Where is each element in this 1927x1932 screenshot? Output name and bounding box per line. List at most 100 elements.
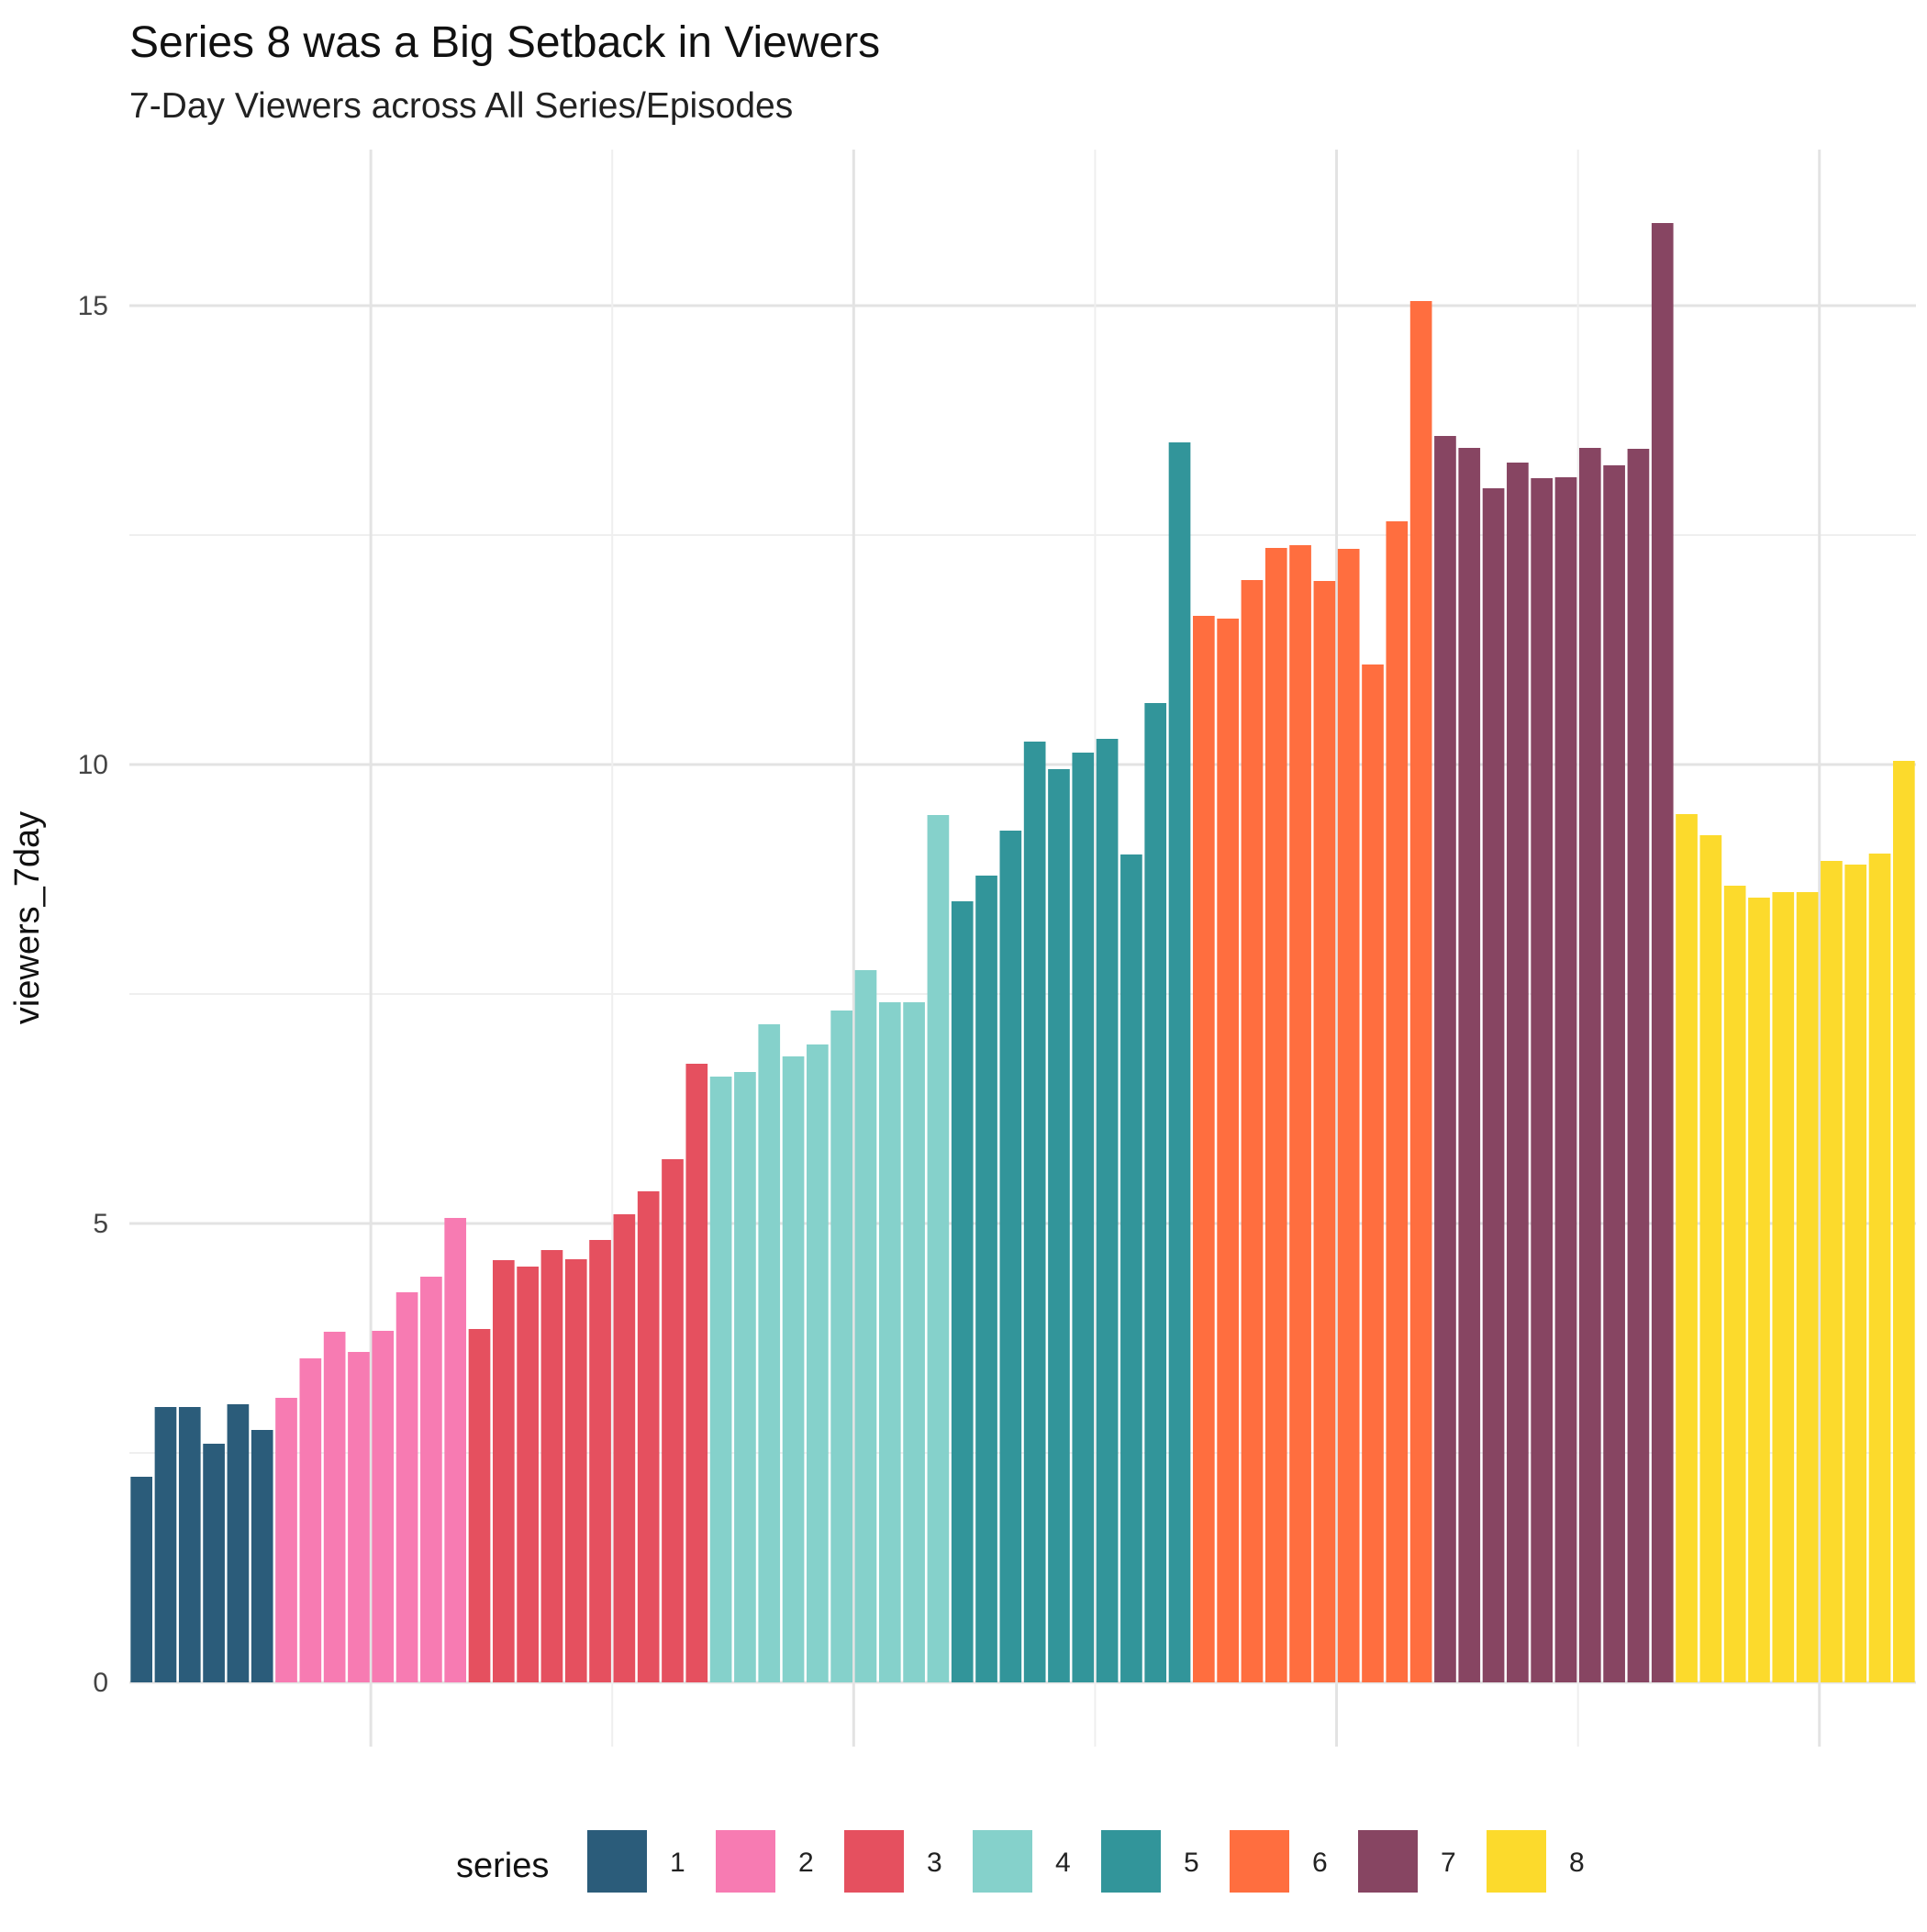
- y-tick-label: 10: [78, 750, 108, 780]
- bar: [1844, 865, 1867, 1682]
- legend-key: [1230, 1830, 1289, 1893]
- bar: [395, 1292, 418, 1682]
- bar: [709, 1077, 732, 1682]
- bar: [468, 1329, 491, 1682]
- legend-label: 1: [670, 1848, 685, 1878]
- bar: [927, 815, 950, 1682]
- bar: [830, 1011, 853, 1682]
- bar: [1072, 753, 1095, 1682]
- bar: [1337, 549, 1360, 1682]
- bar: [1893, 761, 1915, 1682]
- bar: [203, 1444, 225, 1682]
- bar: [1241, 580, 1264, 1682]
- bar: [1048, 769, 1070, 1682]
- bar: [1264, 548, 1287, 1682]
- bar: [854, 970, 877, 1682]
- bar: [613, 1214, 636, 1682]
- bar: [1627, 449, 1650, 1682]
- bar: [903, 1002, 925, 1682]
- bar: [758, 1024, 781, 1682]
- bar: [1578, 448, 1601, 1682]
- chart-title: Series 8 was a Big Setback in Viewers: [129, 18, 880, 67]
- bar: [1482, 488, 1505, 1682]
- bar: [1699, 835, 1722, 1682]
- legend-label: 4: [1055, 1848, 1071, 1878]
- legend-key: [1358, 1830, 1418, 1893]
- bar: [348, 1352, 370, 1682]
- bars: [130, 223, 1915, 1682]
- bar: [1120, 854, 1142, 1682]
- legend-label: 3: [927, 1848, 942, 1878]
- bar: [323, 1332, 346, 1682]
- bar: [130, 1477, 152, 1682]
- bar: [444, 1218, 467, 1682]
- bar: [999, 831, 1022, 1682]
- bar: [1386, 521, 1409, 1682]
- bar: [1289, 545, 1311, 1682]
- legend-key: [716, 1830, 775, 1893]
- legend-label: 6: [1312, 1848, 1328, 1878]
- bar: [1554, 477, 1577, 1682]
- bar: [1458, 448, 1481, 1682]
- bar: [1723, 886, 1746, 1682]
- bar: [372, 1331, 395, 1682]
- y-tick-label: 0: [93, 1668, 108, 1698]
- bar: [807, 1044, 829, 1682]
- legend-title: series: [456, 1847, 549, 1885]
- bar: [1434, 436, 1456, 1682]
- bar: [251, 1430, 273, 1682]
- y-tick-label: 5: [93, 1209, 108, 1239]
- bar: [517, 1267, 539, 1682]
- legend: series 1 2 3 4 5 6 7 8: [456, 1830, 1585, 1893]
- bar: [564, 1259, 587, 1682]
- bar: [1651, 223, 1674, 1682]
- bar: [1868, 854, 1891, 1682]
- bar: [1772, 892, 1795, 1682]
- bar: [1796, 892, 1819, 1682]
- bar: [1362, 664, 1384, 1682]
- chart-subtitle: 7-Day Viewers across All Series/Episodes: [129, 86, 793, 126]
- y-axis-label: viewers_7day: [8, 811, 47, 1024]
- bar: [878, 1002, 901, 1682]
- bar: [1217, 619, 1239, 1682]
- bar: [1023, 742, 1046, 1682]
- bar: [492, 1260, 515, 1682]
- bar: [227, 1404, 250, 1682]
- y-axis-ticks: 0 5 10 15: [78, 291, 108, 1698]
- legend-key: [587, 1830, 647, 1893]
- legend-key: [973, 1830, 1032, 1893]
- bar: [299, 1358, 322, 1682]
- bar: [782, 1056, 805, 1682]
- legend-key: [1487, 1830, 1546, 1893]
- bar: [1748, 898, 1770, 1682]
- bar: [1168, 442, 1191, 1682]
- bar: [685, 1064, 708, 1682]
- bar: [540, 1250, 563, 1682]
- grid: [129, 150, 1916, 1747]
- bar: [1409, 301, 1432, 1682]
- legend-label: 2: [798, 1848, 814, 1878]
- bar: [589, 1240, 611, 1682]
- bar: [1507, 463, 1529, 1682]
- legend-key: [844, 1830, 904, 1893]
- bar: [637, 1191, 660, 1682]
- y-tick-label: 15: [78, 291, 108, 321]
- bar: [154, 1407, 177, 1682]
- bar: [275, 1398, 297, 1682]
- bar: [734, 1072, 756, 1682]
- bar: [951, 901, 974, 1682]
- bar: [1313, 581, 1336, 1682]
- bar: [1096, 739, 1119, 1682]
- legend-label: 5: [1184, 1848, 1199, 1878]
- bar: [1676, 814, 1698, 1682]
- bar: [1144, 703, 1167, 1682]
- bar: [975, 876, 997, 1682]
- legend-label: 8: [1569, 1848, 1585, 1878]
- legend-label: 7: [1441, 1848, 1456, 1878]
- bar: [662, 1159, 684, 1682]
- bar: [1531, 478, 1554, 1682]
- bar: [1603, 465, 1625, 1682]
- bar: [178, 1407, 201, 1682]
- bar: [420, 1277, 442, 1682]
